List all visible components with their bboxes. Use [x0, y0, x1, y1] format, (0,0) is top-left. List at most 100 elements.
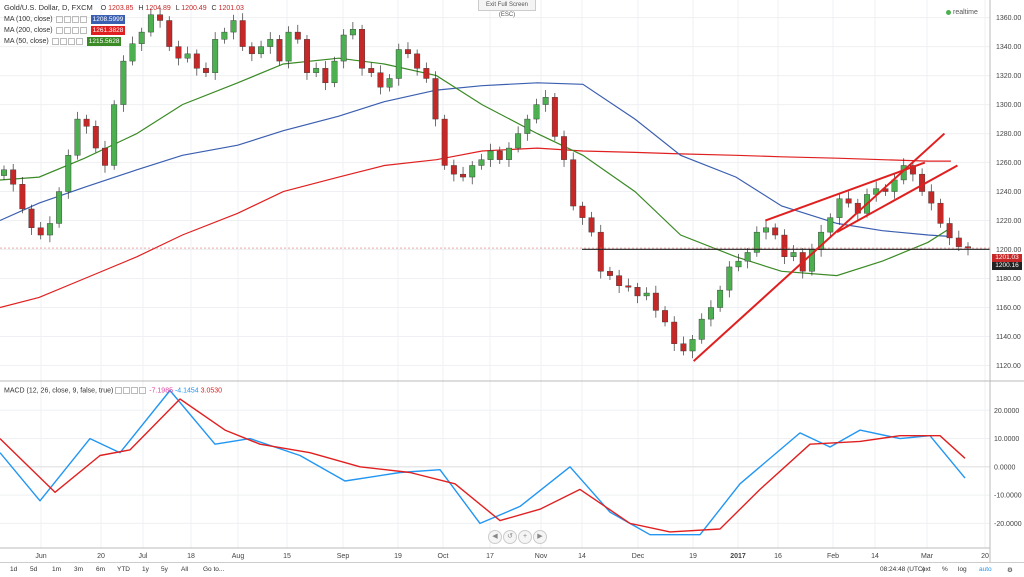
- candle-body: [707, 307, 714, 320]
- candle-body: [680, 343, 687, 352]
- candle-body: [10, 169, 17, 185]
- settings-icon[interactable]: [63, 26, 71, 34]
- price-tick-label: 1160.00: [996, 305, 1021, 312]
- ma50-line: [0, 57, 952, 277]
- symbol-title[interactable]: Gold/U.S. Dollar, D, FXCM: [4, 3, 93, 12]
- candle-body: [340, 34, 347, 62]
- candle-body: [570, 159, 577, 207]
- eye-icon[interactable]: [55, 26, 63, 34]
- percent-toggle[interactable]: %: [942, 566, 948, 573]
- candle-body: [138, 31, 145, 44]
- candle-body: [395, 49, 402, 79]
- reset-icon[interactable]: ↺: [503, 530, 517, 544]
- more-icon[interactable]: [79, 15, 87, 23]
- close-icon[interactable]: [71, 26, 79, 34]
- last-price-label: 1201.03: [992, 254, 1022, 262]
- candle-body: [19, 184, 26, 210]
- candle-body: [405, 49, 411, 55]
- drawings[interactable]: [0, 132, 990, 362]
- scroll-right-icon[interactable]: ▶: [533, 530, 547, 544]
- macd-legend[interactable]: MACD (12, 26, close, 9, false, true) -7.…: [4, 387, 222, 394]
- candle-body: [285, 31, 292, 62]
- price-tick-label: 1300.00: [996, 102, 1021, 109]
- candle-body: [533, 104, 540, 120]
- candle-body: [790, 252, 797, 257]
- range-all[interactable]: All: [181, 566, 189, 573]
- candle-body: [827, 217, 834, 233]
- range-1d[interactable]: 1d: [10, 566, 18, 573]
- legend-ma100[interactable]: MA (100, close) 1208.5999: [4, 15, 126, 24]
- scroll-left-icon[interactable]: ◀: [488, 530, 502, 544]
- candle-body: [184, 53, 191, 59]
- time-tick-label: 17: [486, 553, 494, 560]
- zoom-in-icon[interactable]: +: [518, 530, 532, 544]
- level-price-label: 1200.16: [992, 262, 1022, 270]
- range-5y[interactable]: 5y: [161, 566, 168, 573]
- range-6m[interactable]: 6m: [96, 566, 106, 573]
- price-tick-label: 1220.00: [996, 218, 1021, 225]
- macd-panel: [0, 389, 990, 536]
- candle-body: [597, 231, 604, 272]
- candle-body: [643, 292, 650, 297]
- time-tick-label: Dec: [632, 553, 645, 560]
- eye-icon[interactable]: [51, 37, 59, 45]
- log-toggle[interactable]: log: [958, 566, 967, 573]
- more-icon[interactable]: [79, 26, 87, 34]
- candle-body: [294, 31, 301, 40]
- legend-ma200[interactable]: MA (200, close) 1261.3828: [4, 26, 126, 35]
- candle-body: [781, 234, 788, 257]
- settings-icon[interactable]: [63, 15, 71, 23]
- candle-body: [276, 39, 283, 62]
- close-icon[interactable]: [67, 37, 75, 45]
- top-bar: Gold/U.S. Dollar, D, FXCM O 1203.85 H 12…: [0, 0, 990, 18]
- close-icon[interactable]: [131, 387, 139, 394]
- time-tick-label: 14: [578, 553, 586, 560]
- range-3m[interactable]: 3m: [74, 566, 84, 573]
- auto-toggle[interactable]: auto: [979, 566, 992, 573]
- candle-body: [129, 43, 136, 62]
- macd-value: -4.1454: [174, 387, 199, 395]
- candle-body: [157, 14, 164, 21]
- candle-body: [946, 223, 953, 239]
- macd-tick-label: -20.0000: [994, 521, 1022, 528]
- candle-body: [487, 150, 494, 160]
- ohlc-o-label: O: [100, 5, 107, 12]
- candle-body: [524, 118, 531, 134]
- ma200-line: [0, 147, 951, 309]
- price-tick-label: 1120.00: [996, 363, 1021, 370]
- candle-body: [634, 287, 641, 297]
- eye-icon[interactable]: [55, 15, 63, 23]
- eye-icon[interactable]: [115, 387, 123, 394]
- legend-ma100-name: MA (100, close): [4, 16, 53, 23]
- range-1m[interactable]: 1m: [52, 566, 62, 573]
- more-icon[interactable]: [75, 37, 83, 45]
- ma200-path: [0, 147, 951, 309]
- exit-fullscreen-button[interactable]: Exit Full Screen (ESC): [478, 0, 536, 18]
- settings-icon[interactable]: [59, 37, 67, 45]
- range-ytd[interactable]: YTD: [117, 566, 130, 573]
- candle-body: [588, 217, 595, 233]
- legend-ma50-name: MA (50, close): [4, 38, 49, 45]
- time-tick-label: Oct: [438, 553, 449, 560]
- goto-button[interactable]: Go to...: [203, 566, 225, 573]
- ma100-line: [0, 82, 951, 238]
- candle-body: [625, 285, 632, 288]
- settings-icon[interactable]: [123, 387, 131, 394]
- range-5d[interactable]: 5d: [30, 566, 38, 573]
- more-icon[interactable]: [139, 387, 147, 394]
- candle-body: [450, 165, 457, 175]
- macd-tick-label: 10.0000: [994, 436, 1019, 443]
- candle-body: [377, 72, 384, 88]
- candle-body: [111, 104, 118, 166]
- candle-body: [662, 310, 668, 323]
- time-tick-label: Jul: [139, 553, 148, 560]
- time-tick-label: 20: [981, 553, 989, 560]
- macd-tick-label: -10.0000: [994, 493, 1022, 500]
- legend-ma50[interactable]: MA (50, close) 1215.5628: [4, 37, 122, 46]
- close-icon[interactable]: [71, 15, 79, 23]
- gear-icon[interactable]: ⚙: [1007, 567, 1013, 574]
- candle-body: [313, 68, 320, 73]
- ext-toggle[interactable]: ext: [922, 566, 931, 573]
- range-1y[interactable]: 1y: [142, 566, 149, 573]
